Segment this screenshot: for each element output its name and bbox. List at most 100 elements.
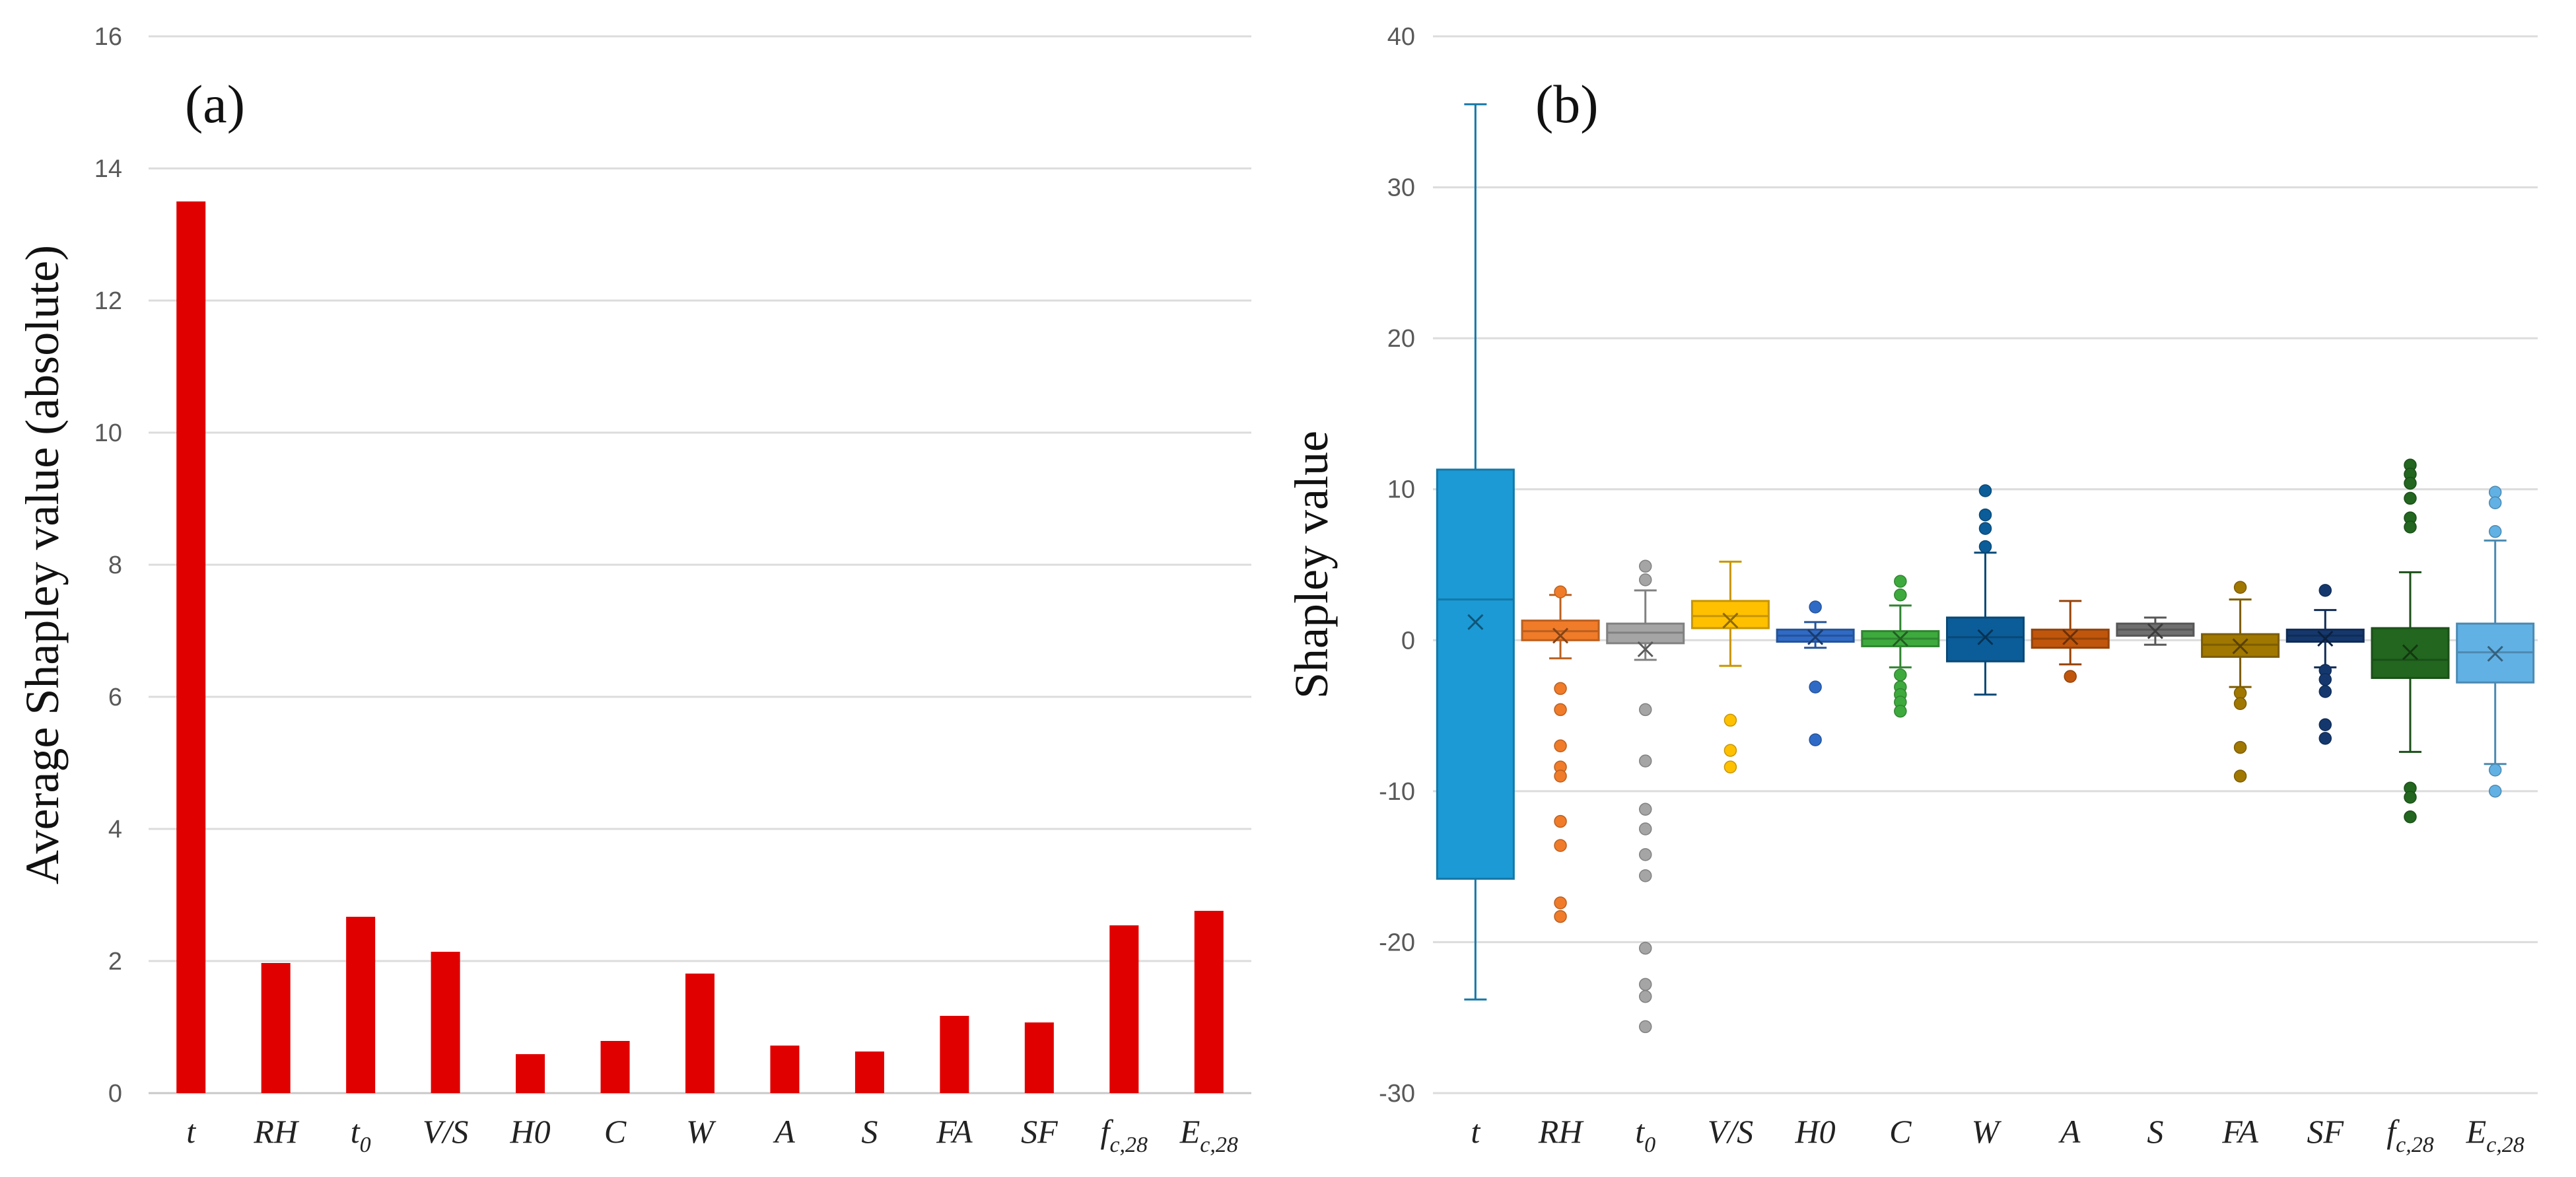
bar <box>1194 911 1224 1093</box>
x-tick-label: t0 <box>1635 1113 1655 1157</box>
mean-marker <box>1467 614 1484 630</box>
outlier-point <box>1638 703 1652 717</box>
box-group <box>2201 581 2280 783</box>
outlier-point <box>2233 581 2247 594</box>
y-tick-label: 0 <box>108 1080 122 1108</box>
x-tick-label: t <box>1471 1113 1480 1150</box>
outlier-point <box>1554 739 1567 753</box>
bar <box>346 917 376 1093</box>
outlier-point <box>1894 575 1907 588</box>
box-group <box>1946 484 2025 696</box>
outlier-point <box>2404 476 2417 490</box>
panel-b-box-plot: -30 -20 -10 0 10 20 30 40 Shapley value (b) t RH t0 V… <box>1285 23 2538 1157</box>
mean-marker <box>1637 641 1654 658</box>
outlier-point <box>2233 769 2247 783</box>
outlier-point <box>1809 680 1822 694</box>
outlier-point <box>1809 733 1822 746</box>
x-tick-label: A <box>2058 1113 2081 1150</box>
outlier-point <box>1894 588 1907 602</box>
outlier-point <box>1978 484 1992 497</box>
x-tick-label: H0 <box>510 1113 551 1150</box>
outlier-point <box>2488 785 2502 798</box>
outlier-point <box>2318 732 2332 745</box>
y-tick-label: 8 <box>108 552 122 579</box>
mean-marker <box>2487 645 2503 662</box>
panel-a-bar-chart: 0 2 4 6 8 10 12 14 16 Average Shapley value (abso… <box>16 23 1251 1157</box>
bar <box>176 201 206 1093</box>
y-tick-label: 20 <box>1387 325 1415 353</box>
mean-marker <box>2062 629 2079 645</box>
outlier-point <box>1894 704 1907 718</box>
outlier-point <box>1554 682 1567 696</box>
box-group <box>2031 600 2110 683</box>
bar <box>516 1054 545 1093</box>
box-group <box>1436 103 1515 1001</box>
x-tick-label: V/S <box>423 1113 468 1150</box>
outlier-point <box>1638 941 1652 955</box>
x-tick-label: FA <box>2221 1113 2258 1150</box>
mean-marker <box>1807 629 1824 645</box>
mean-marker <box>2232 638 2248 655</box>
outlier-point <box>2318 685 2332 698</box>
box-group <box>1606 559 1685 1034</box>
y-tick-label: 14 <box>94 155 122 183</box>
x-tick-label: V/S <box>1708 1113 1753 1150</box>
mean-marker <box>1977 629 1994 645</box>
outlier-point <box>2318 672 2332 686</box>
bar <box>431 952 460 1093</box>
outlier-point <box>1978 522 1992 535</box>
mean-marker <box>2317 630 2334 647</box>
outlier-point <box>1554 839 1567 852</box>
outlier-point <box>2404 520 2417 534</box>
y-tick-label: 6 <box>108 684 122 711</box>
x-tick-label: A <box>773 1113 795 1150</box>
y-tick-label: 40 <box>1387 23 1415 51</box>
x-tick-label: Ec,28 <box>1179 1113 1238 1157</box>
outlier-point <box>2318 718 2332 732</box>
box-group <box>1861 575 1940 718</box>
outlier-point <box>1638 869 1652 882</box>
x-tick-label: C <box>604 1113 627 1150</box>
box <box>1690 600 1770 629</box>
y-tick-label: 10 <box>1387 476 1415 504</box>
y-tick-label: 4 <box>108 816 122 843</box>
bar <box>685 974 714 1093</box>
x-tick-label: SF <box>2307 1113 2344 1150</box>
y-tick-label: 2 <box>108 948 122 976</box>
x-tick-label: t0 <box>351 1113 371 1157</box>
outlier-point <box>1638 802 1652 816</box>
y-tick-label: -30 <box>1379 1080 1415 1108</box>
x-tick-label: RH <box>1538 1113 1585 1150</box>
outlier-point <box>2404 491 2417 505</box>
outlier-point <box>1894 668 1907 682</box>
outlier-point <box>2404 791 2417 804</box>
x-tick-label: W <box>1972 1113 2002 1150</box>
outlier-point <box>1638 754 1652 767</box>
outlier-point <box>1723 760 1737 774</box>
outlier-point <box>1554 585 1567 598</box>
box-group <box>2116 616 2195 646</box>
outlier-point <box>1638 848 1652 861</box>
bar <box>1024 1022 1054 1093</box>
y-axis-label: Shapley value <box>1285 431 1338 699</box>
outlier-point <box>2488 496 2502 510</box>
outlier-point <box>1554 814 1567 828</box>
outlier-point <box>1554 769 1567 783</box>
outlier-point <box>1554 910 1567 923</box>
x-tick-label: W <box>686 1113 716 1150</box>
x-tick-label: FA <box>936 1113 973 1150</box>
y-tick-label: -20 <box>1379 929 1415 956</box>
outlier-point <box>1638 822 1652 836</box>
y-tick-label: 12 <box>94 287 122 315</box>
y-tick-label: 30 <box>1387 174 1415 202</box>
mean-marker <box>1722 612 1739 629</box>
mean-marker <box>2147 623 2163 639</box>
outlier-point <box>2404 810 2417 824</box>
bar <box>261 963 291 1093</box>
outlier-point <box>1554 703 1567 717</box>
outlier-point <box>1978 540 1992 553</box>
box-group <box>1521 585 1600 923</box>
outlier-point <box>1638 989 1652 1003</box>
bar <box>1109 925 1139 1093</box>
